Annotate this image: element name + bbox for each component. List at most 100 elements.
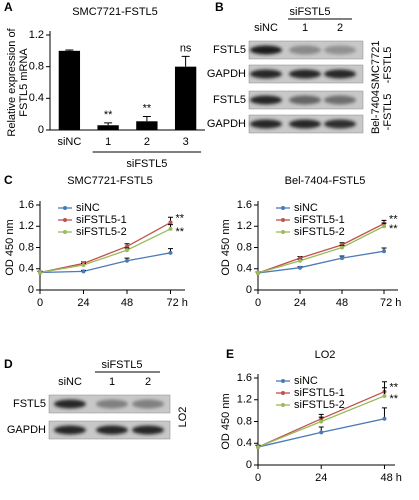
y-tick-label: 0 bbox=[246, 459, 252, 471]
y-tick-label: 0.8 bbox=[237, 415, 252, 427]
error-bar bbox=[181, 55, 190, 67]
lane-label: 1 bbox=[109, 376, 115, 388]
legend-label: siFSTL5-1 bbox=[294, 387, 345, 399]
legend-label: siFSTL5-2 bbox=[294, 226, 345, 238]
x-tick-label: 48 bbox=[336, 297, 348, 309]
blot-band bbox=[132, 399, 164, 409]
row-label: GAPDH bbox=[7, 424, 46, 436]
y-tick-label: 0.8 bbox=[19, 241, 34, 253]
point bbox=[382, 416, 387, 421]
row-label: FSTL5 bbox=[13, 398, 46, 410]
blot-band bbox=[250, 69, 282, 79]
legend-label: siNC bbox=[76, 202, 100, 214]
y-tick-label: 1.6 bbox=[19, 199, 34, 211]
error-bar bbox=[104, 122, 113, 126]
blot-band bbox=[54, 425, 86, 435]
x-tick-label: 1 bbox=[105, 136, 111, 148]
significance: ** bbox=[389, 223, 398, 235]
error-bar bbox=[65, 49, 74, 51]
blot-band bbox=[324, 69, 356, 79]
y-axis-label: Relative expression of bbox=[6, 27, 18, 136]
side-label: SMC7721 bbox=[370, 41, 382, 90]
panel-letter: C bbox=[4, 173, 13, 187]
blot-band bbox=[54, 399, 86, 409]
point bbox=[298, 265, 302, 270]
lane-label: siNC bbox=[254, 22, 278, 34]
point bbox=[340, 245, 344, 250]
point bbox=[382, 249, 386, 254]
legend-marker bbox=[281, 403, 285, 407]
legend-marker bbox=[281, 230, 285, 234]
point bbox=[125, 248, 129, 253]
significance: ** bbox=[176, 226, 185, 238]
point bbox=[256, 445, 260, 450]
panel-letter: E bbox=[226, 347, 234, 361]
blot-band bbox=[289, 95, 321, 105]
blot-band bbox=[250, 45, 282, 55]
significance: ** bbox=[389, 382, 398, 394]
point bbox=[298, 258, 302, 263]
y-tick-label: 0.8 bbox=[29, 61, 44, 73]
series-line bbox=[257, 223, 385, 274]
y-axis-label: OD 450 nm bbox=[220, 393, 232, 449]
series-line bbox=[39, 252, 171, 274]
lane-label: 1 bbox=[302, 22, 308, 34]
group-label: siFSTL5 bbox=[290, 6, 331, 18]
legend-label: siFSTL5-2 bbox=[76, 226, 127, 238]
row-label: FSTL5 bbox=[213, 44, 246, 56]
y-tick-label: 0 bbox=[38, 124, 44, 136]
x-tick-label: 2 bbox=[144, 136, 150, 148]
y-tick-label: 1.6 bbox=[237, 199, 252, 211]
lane-label: 2 bbox=[145, 376, 151, 388]
point bbox=[125, 244, 129, 249]
lane-label: 2 bbox=[337, 22, 343, 34]
legend-marker bbox=[63, 230, 67, 234]
point bbox=[382, 224, 386, 229]
y-tick-label: 1.2 bbox=[237, 220, 252, 232]
point bbox=[38, 270, 42, 275]
x-tick-label: 0 bbox=[37, 297, 43, 309]
panel-letter: D bbox=[4, 357, 13, 371]
group-label: siFSTL5 bbox=[102, 359, 143, 371]
x-tick-label: 48 bbox=[121, 297, 133, 309]
bar bbox=[174, 66, 197, 130]
series-line bbox=[257, 225, 385, 274]
point bbox=[81, 263, 86, 268]
point bbox=[382, 393, 387, 398]
point bbox=[168, 226, 173, 231]
legend-marker bbox=[63, 218, 67, 222]
group-label: siFSTL5 bbox=[126, 158, 167, 170]
side-label: LO2 bbox=[177, 407, 189, 428]
legend-label: siNC bbox=[294, 375, 318, 387]
y-tick-label: 0.4 bbox=[237, 437, 252, 449]
legend-marker bbox=[281, 218, 285, 222]
legend-marker bbox=[281, 391, 285, 395]
point bbox=[125, 258, 129, 263]
significance: ** bbox=[176, 212, 185, 224]
blot-band bbox=[289, 45, 321, 55]
legend-marker bbox=[281, 379, 285, 383]
legend-label: siFSTL5-2 bbox=[294, 399, 345, 411]
y-tick-label: 1.2 bbox=[237, 394, 252, 406]
blot-band bbox=[324, 95, 356, 105]
legend-label: siNC bbox=[294, 202, 318, 214]
point bbox=[168, 250, 173, 255]
y-tick-label: 0.4 bbox=[237, 263, 252, 275]
blot-band bbox=[96, 399, 128, 409]
series-line bbox=[39, 221, 171, 274]
panel-letter: B bbox=[215, 0, 224, 14]
x-tick-label: 48 h bbox=[380, 472, 401, 484]
side-label: Bel-7404 bbox=[370, 90, 382, 134]
series-line bbox=[39, 228, 171, 274]
blot-band bbox=[324, 119, 356, 129]
x-tick-label: 0 bbox=[255, 472, 261, 484]
point bbox=[319, 419, 324, 424]
y-tick-label: 0.4 bbox=[29, 92, 44, 104]
chart-title: SMC7721-FSTL5 bbox=[67, 175, 153, 187]
bar bbox=[97, 125, 119, 130]
chart-title: SMC7721-FSTL5 bbox=[72, 6, 158, 18]
x-tick-label: 24 bbox=[294, 297, 306, 309]
legend-label: siFSTL5-1 bbox=[76, 214, 127, 226]
x-tick-label: 72 h bbox=[167, 297, 188, 309]
